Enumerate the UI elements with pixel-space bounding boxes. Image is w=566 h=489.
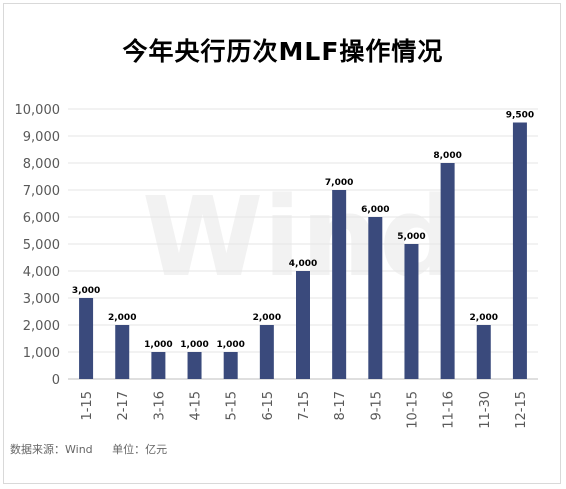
y-tick-label: 1,000 (23, 346, 60, 361)
bar-1-15 (79, 298, 94, 379)
x-tick-label: 2-17 (116, 391, 131, 421)
y-tick-label: 0 (52, 373, 60, 388)
bar-4-15 (187, 352, 202, 379)
y-axis-ticks: 0 1,000 2,000 3,000 4,000 5,000 6,000 7,000 8,00… (15, 103, 61, 388)
bar-3-16 (151, 352, 166, 379)
data-labels: 3,000 2,000 1,000 1,000 1,000 2,000 4,000 7,000… (72, 111, 534, 351)
bar-10-15 (404, 244, 419, 379)
x-tick-label: 11-16 (442, 391, 457, 429)
data-label: 9,500 (506, 111, 534, 121)
x-tick-label: 7-15 (297, 391, 312, 421)
source-text: 数据来源：Wind (10, 443, 93, 456)
x-tick-label: 5-15 (225, 391, 240, 421)
data-label: 2,000 (253, 313, 281, 323)
data-label: 1,000 (144, 340, 172, 350)
x-tick-label: 11-30 (478, 391, 493, 429)
unit-text: 单位：亿元 (112, 443, 168, 456)
x-tick-label: 10-15 (405, 391, 420, 429)
data-label: 2,000 (470, 313, 498, 323)
bar-9-15 (368, 217, 383, 379)
y-tick-label: 4,000 (23, 265, 60, 280)
data-label: 4,000 (289, 259, 317, 269)
x-tick-label: 9-15 (369, 391, 384, 421)
x-tick-label: 1-15 (80, 391, 95, 421)
x-tick-label: 6-15 (261, 391, 276, 421)
footer-note: 数据来源：Wind 单位：亿元 (10, 441, 183, 457)
y-tick-label: 3,000 (23, 292, 60, 307)
bar-11-30 (476, 325, 491, 379)
data-label: 5,000 (397, 232, 425, 242)
y-tick-label: 9,000 (23, 130, 60, 145)
data-label: 1,000 (216, 340, 244, 350)
data-label: 1,000 (180, 340, 208, 350)
data-label: 8,000 (433, 151, 461, 161)
chart-title: 今年央行历次MLF操作情况 (122, 37, 444, 66)
bar-7-15 (296, 271, 310, 379)
x-tick-label: 12-15 (514, 391, 529, 429)
data-label: 6,000 (361, 205, 389, 215)
x-tick-label: 4-15 (189, 391, 204, 421)
data-label: 3,000 (72, 286, 100, 296)
bar-6-15 (259, 325, 274, 379)
bars (79, 122, 527, 379)
y-tick-label: 8,000 (23, 157, 60, 172)
data-label: 2,000 (108, 313, 136, 323)
bar-8-17 (332, 190, 347, 379)
bar-5-15 (223, 352, 238, 379)
bar-12-15 (512, 122, 527, 379)
x-tick-label: 8-17 (333, 391, 348, 421)
bar-11-16 (440, 163, 455, 379)
y-tick-label: 10,000 (15, 103, 61, 118)
y-tick-label: 7,000 (23, 184, 60, 199)
data-label: 7,000 (325, 178, 353, 188)
x-axis-ticks: 1-15 2-17 3-16 4-15 5-15 6-15 7-15 8-17 9-15 10-1… (80, 391, 529, 429)
y-tick-label: 5,000 (23, 238, 60, 253)
y-tick-label: 2,000 (23, 319, 60, 334)
bar-2-17 (115, 325, 130, 379)
y-tick-label: 6,000 (23, 211, 60, 226)
x-tick-label: 3-16 (152, 391, 167, 421)
